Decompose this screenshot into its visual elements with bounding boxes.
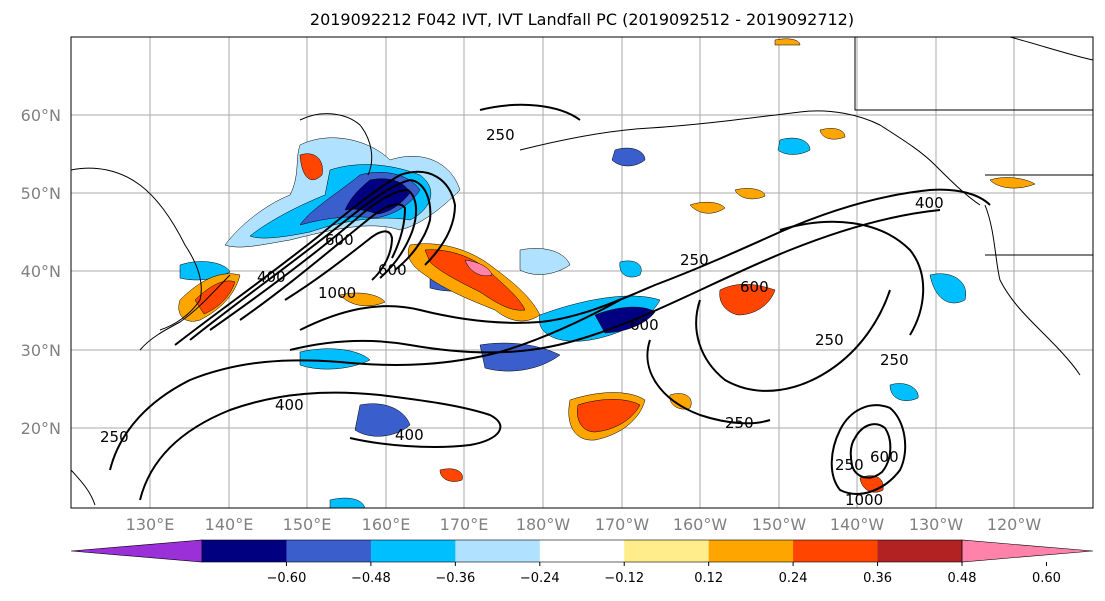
colorbar-tick-label: 0.12 — [694, 571, 723, 586]
contour-label: 600 — [630, 316, 659, 334]
contour-labels: 250 400 600 1000 600 400 250 250 400 250… — [100, 126, 944, 509]
contour-label: 600 — [378, 261, 407, 279]
colorbar-tick-label: −0.60 — [267, 571, 307, 586]
lon-label: 150°E — [283, 515, 332, 534]
contour-label: 250 — [880, 351, 909, 369]
lat-label: 60°N — [21, 106, 61, 125]
lon-label: 160°E — [362, 515, 411, 534]
colorbar-segment — [455, 540, 541, 562]
colorbar-tick-label: 0.60 — [1032, 571, 1061, 586]
map-frame — [70, 36, 1094, 509]
colorbar-tick-label: −0.12 — [604, 571, 644, 586]
colorbar-tick-label: 0.36 — [863, 571, 892, 586]
colorbar-segment — [286, 540, 372, 562]
colorbar-tick-label: −0.24 — [520, 571, 560, 586]
contour-label: 400 — [257, 268, 286, 286]
colorbar-tick-label: −0.48 — [351, 571, 391, 586]
contour-label: 250 — [486, 126, 515, 144]
contour-label: 250 — [835, 456, 864, 474]
lon-label: 170°E — [440, 515, 489, 534]
contour-label: 400 — [915, 194, 944, 212]
lon-label: 140°E — [205, 515, 254, 534]
contour-label: 600 — [740, 278, 769, 296]
colorbar-segment — [877, 540, 963, 562]
colorbar-segment — [370, 540, 456, 562]
contour-label: 250 — [815, 331, 844, 349]
contour-label: 250 — [100, 428, 129, 446]
colorbar: −0.60 −0.48 −0.36 −0.24 −0.12 0.12 0.24 0.36 0.4… — [70, 539, 1094, 586]
colorbar-segment — [624, 540, 710, 562]
colorbar-segment — [793, 540, 879, 562]
lon-label: 140°W — [830, 515, 885, 534]
colorbar-segment — [202, 540, 287, 562]
contour-label: 1000 — [318, 284, 356, 302]
contour-label: 250 — [680, 251, 709, 269]
colorbar-tick-label: 0.24 — [779, 571, 808, 586]
lon-label: 180°W — [516, 515, 571, 534]
colorbar-frame — [201, 539, 963, 563]
ivt-contours — [109, 103, 991, 501]
contour-label: 600 — [325, 231, 354, 249]
shaded-anomalies — [178, 38, 1036, 508]
lon-label: 130°W — [909, 515, 964, 534]
colorbar-tick-label: −0.36 — [435, 571, 475, 586]
colorbar-extension-high — [961, 539, 1094, 563]
lon-label: 120°W — [987, 515, 1042, 534]
lon-label: 170°W — [595, 515, 650, 534]
colorbar-tick-label: 0.48 — [948, 571, 977, 586]
lon-label: 160°W — [673, 515, 728, 534]
lat-label: 20°N — [21, 419, 61, 438]
colorbar-segment — [539, 540, 625, 562]
contour-label: 250 — [725, 414, 754, 432]
latitude-labels: 60°N 50°N 40°N 30°N 20°N — [21, 106, 61, 438]
contour-label: 400 — [275, 396, 304, 414]
contour-label: 400 — [395, 426, 424, 444]
map-panel: 250 400 600 1000 600 400 250 250 400 250… — [71, 37, 1093, 509]
contour-label: 600 — [870, 448, 899, 466]
lat-label: 50°N — [21, 184, 61, 203]
colorbar-segment — [708, 540, 794, 562]
map-title: 2019092212 F042 IVT, IVT Landfall PC (20… — [310, 10, 854, 29]
coastlines — [71, 37, 1093, 506]
contour-label: 1000 — [845, 491, 883, 509]
lat-label: 40°N — [21, 262, 61, 281]
lon-label: 130°E — [126, 515, 175, 534]
lon-label: 150°W — [752, 515, 807, 534]
longitude-labels: 130°E 140°E 150°E 160°E 170°E 180°W 170°… — [126, 515, 1042, 534]
colorbar-extension-low — [70, 539, 203, 563]
lat-label: 30°N — [21, 341, 61, 360]
